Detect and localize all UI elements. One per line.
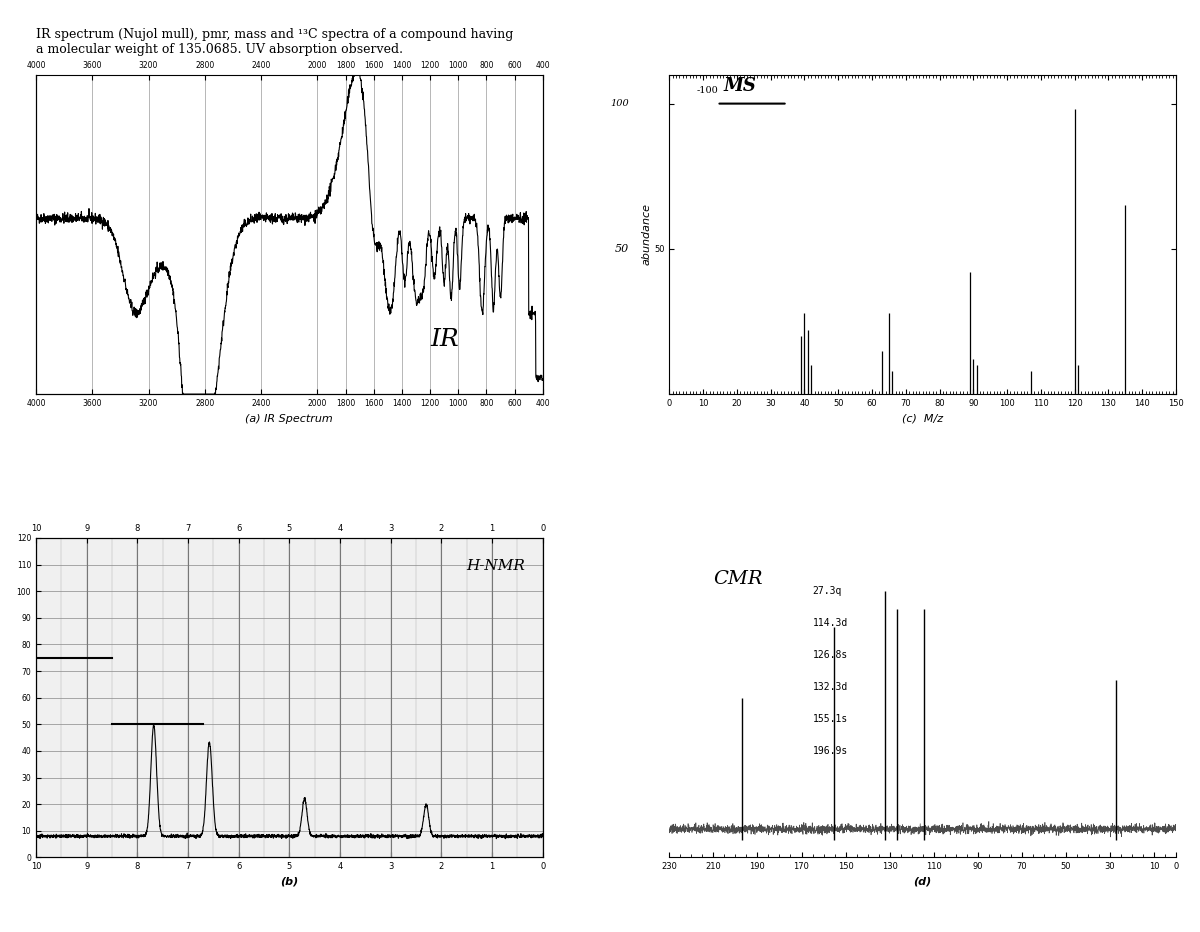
X-axis label: (a) IR Spectrum: (a) IR Spectrum xyxy=(246,414,334,423)
Text: 50: 50 xyxy=(614,244,629,254)
Text: MS: MS xyxy=(724,77,756,95)
Text: 100: 100 xyxy=(610,99,629,108)
Text: CMR: CMR xyxy=(713,570,763,588)
Text: IR: IR xyxy=(430,328,458,351)
Text: 27.3q: 27.3q xyxy=(812,586,842,596)
Text: 114.3d: 114.3d xyxy=(812,618,847,628)
Text: 126.8s: 126.8s xyxy=(812,650,847,660)
X-axis label: (b): (b) xyxy=(281,877,299,887)
Text: -100: -100 xyxy=(696,86,718,95)
X-axis label: (d): (d) xyxy=(913,877,931,887)
X-axis label: (c)  M/z: (c) M/z xyxy=(902,414,943,423)
Text: IR spectrum (Nujol mull), pmr, mass and ¹³C spectra of a compound having
a molec: IR spectrum (Nujol mull), pmr, mass and … xyxy=(36,28,514,56)
Text: H-NMR: H-NMR xyxy=(467,559,526,573)
Y-axis label: abundance: abundance xyxy=(641,203,652,266)
Text: 155.1s: 155.1s xyxy=(812,714,847,724)
Text: 132.3d: 132.3d xyxy=(812,682,847,692)
Text: 196.9s: 196.9s xyxy=(812,746,847,756)
